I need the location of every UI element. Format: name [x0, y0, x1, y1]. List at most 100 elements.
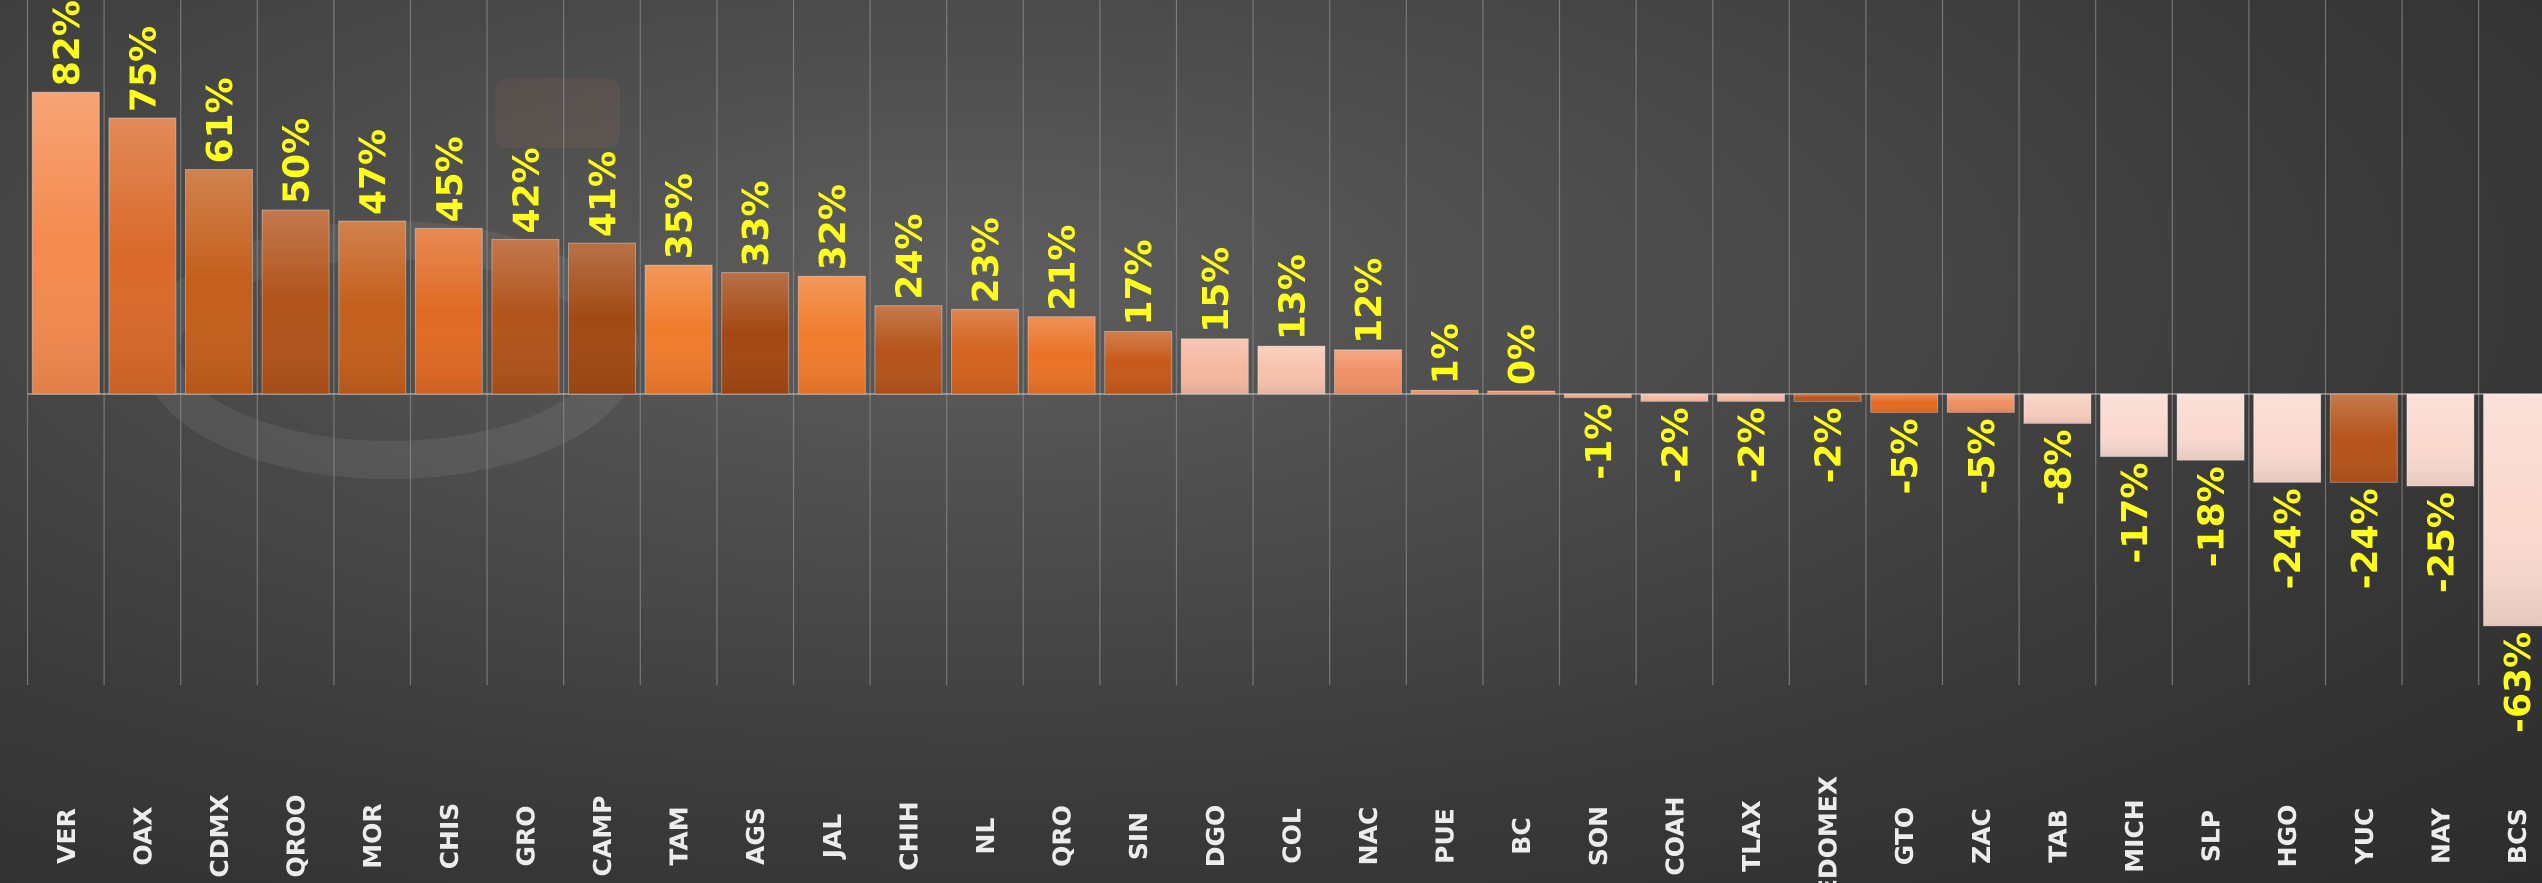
category-label: TAB — [2043, 809, 2072, 863]
category-label: TLAX — [1737, 800, 1766, 872]
value-label: 45% — [430, 136, 471, 222]
bar-shading — [951, 309, 1019, 394]
bar-shading — [798, 276, 866, 394]
category-label: NAY — [2426, 807, 2455, 864]
bar-shading — [1870, 394, 1938, 413]
category-label: PUE — [1431, 808, 1460, 864]
category-label: COL — [1277, 808, 1306, 864]
value-label: 1% — [1426, 323, 1467, 384]
category-label: EDOMEX — [1814, 776, 1843, 883]
category-label: SLP — [2197, 810, 2226, 862]
bar-shading — [415, 228, 483, 394]
category-label: GTO — [1890, 807, 1919, 865]
category-label: GRO — [511, 805, 540, 866]
value-label: 23% — [966, 217, 1007, 303]
bar-shading — [338, 221, 406, 394]
bars — [31, 91, 2542, 627]
bar-shading — [1104, 331, 1172, 394]
value-label: 33% — [736, 180, 777, 266]
value-label: -5% — [1962, 418, 2003, 494]
value-label: -2% — [1809, 407, 1850, 483]
category-label: YUC — [2350, 808, 2379, 866]
bar-shading — [491, 239, 559, 394]
bar-shading — [645, 265, 713, 394]
value-label: 82% — [47, 0, 88, 86]
bar-shading — [2483, 394, 2542, 626]
bar-shading — [2406, 394, 2474, 486]
value-label: -8% — [2038, 429, 2079, 505]
category-label: SIN — [1124, 812, 1153, 860]
value-label: -24% — [2345, 488, 2386, 589]
bar-shading — [2023, 394, 2091, 424]
bar-shading — [185, 169, 253, 394]
category-label: HGO — [2273, 805, 2302, 868]
value-label: 13% — [1272, 254, 1313, 340]
value-label: -18% — [2192, 466, 2233, 567]
value-label: 75% — [123, 26, 164, 112]
bar-shading — [32, 92, 100, 395]
bar-shading — [2253, 394, 2321, 483]
category-label: OAX — [128, 806, 157, 865]
bar-shading — [1947, 394, 2015, 413]
bar-shading — [1028, 316, 1096, 394]
value-labels: 82% 75% 61% 50% 47% 45% 42% 41% 35% 33% 32% 24% 23% 2… — [47, 0, 2539, 733]
bar-shading — [1181, 338, 1249, 394]
bar-shading — [2330, 394, 2398, 483]
value-label: 47% — [353, 129, 394, 215]
bar-shading — [1487, 391, 1555, 394]
category-label: VER — [52, 808, 81, 864]
category-label: JAL — [818, 814, 847, 861]
value-label: -2% — [1655, 407, 1696, 483]
category-label: QRO — [1048, 805, 1077, 867]
value-label: 35% — [660, 173, 701, 259]
category-label: CAMP — [588, 796, 617, 877]
value-label: 17% — [1119, 239, 1160, 325]
bar-shading — [1411, 390, 1479, 394]
value-label: 21% — [1043, 225, 1084, 311]
category-label: NL — [971, 818, 1000, 855]
category-label: TAM — [665, 806, 694, 865]
value-label: -5% — [1885, 418, 1926, 494]
value-label: 0% — [1502, 324, 1543, 385]
bar-shading — [2177, 394, 2245, 461]
value-label: -25% — [2421, 492, 2462, 593]
value-label: -17% — [2115, 463, 2156, 564]
category-label: NAC — [1354, 807, 1383, 866]
bar-shading — [2100, 394, 2168, 457]
bar-shading — [1334, 349, 1402, 394]
bar-shading — [1564, 394, 1632, 398]
bar-shading — [262, 210, 330, 394]
bar-shading — [874, 305, 942, 394]
bar-shading — [1794, 394, 1862, 402]
value-label: 41% — [583, 151, 624, 237]
value-label: 24% — [889, 214, 930, 300]
category-label: CHIH — [894, 801, 923, 871]
category-label: AGS — [741, 807, 770, 865]
category-label: CHIS — [435, 803, 464, 870]
gridlines — [26, 0, 2542, 685]
value-label: -1% — [1579, 404, 1620, 480]
bar-shading — [1257, 346, 1325, 394]
category-label: DGO — [1201, 805, 1230, 868]
value-label: 32% — [813, 184, 854, 270]
category-label: MICH — [2120, 799, 2149, 872]
bar-shading — [568, 243, 636, 394]
category-label: SON — [1584, 806, 1613, 866]
category-label: COAH — [1660, 796, 1689, 875]
value-label: 61% — [200, 77, 241, 163]
value-label: -24% — [2268, 488, 2309, 589]
category-label: BC — [1507, 817, 1536, 854]
value-label: -63% — [2498, 632, 2539, 733]
bar-shading — [1640, 394, 1708, 402]
value-label: 15% — [1196, 247, 1237, 333]
bar-shading — [108, 118, 176, 394]
category-label: BCS — [2503, 808, 2532, 864]
bar-shading — [1717, 394, 1785, 402]
category-labels: VER OAX CDMX QROO MOR CHIS GRO CAMP TAM AGS JAL CHI… — [52, 776, 2532, 883]
bar-shading — [721, 272, 789, 394]
category-label: MOR — [358, 803, 387, 868]
value-label: 12% — [1349, 258, 1390, 344]
category-label: ZAC — [1967, 808, 1996, 864]
